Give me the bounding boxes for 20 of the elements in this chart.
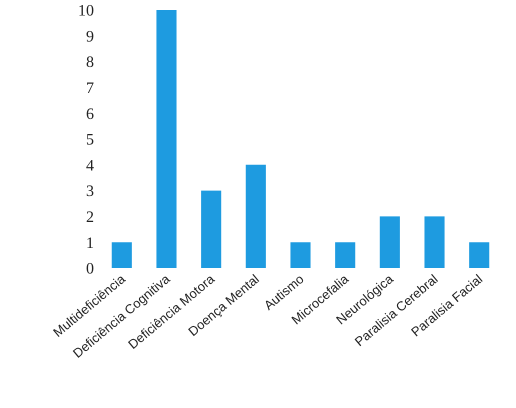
bar [469, 242, 490, 268]
bar [246, 164, 266, 268]
bar [335, 242, 356, 268]
bar [290, 242, 311, 268]
bar [201, 190, 222, 268]
y-tick-label: 6 [86, 106, 94, 123]
y-tick-label: 4 [86, 157, 94, 174]
y-tick-label: 1 [86, 234, 94, 252]
y-tick-label: 8 [86, 54, 94, 72]
y-tick-label: 0 [86, 260, 94, 278]
y-tick-label: 7 [86, 80, 94, 97]
y-tick-label: 10 [78, 2, 94, 20]
bar [424, 216, 445, 268]
y-tick-label: 5 [86, 132, 94, 149]
y-tick-label: 3 [86, 183, 94, 200]
bar [112, 242, 132, 268]
bar [380, 216, 400, 268]
bar [156, 10, 177, 268]
y-tick-label: 2 [86, 209, 94, 226]
y-tick-label: 9 [86, 28, 94, 46]
